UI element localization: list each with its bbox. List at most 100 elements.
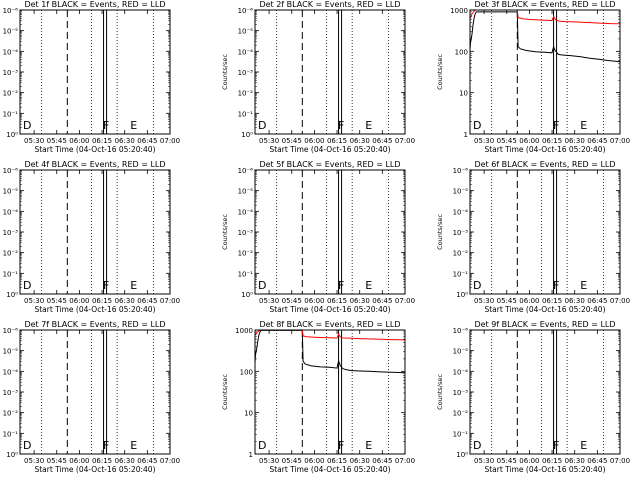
plot-frame bbox=[254, 9, 406, 135]
plot-frame bbox=[469, 329, 621, 455]
x-tick-label: 06:00 bbox=[69, 297, 89, 305]
y-axis-label: Counts/sec bbox=[221, 214, 229, 250]
x-axis-label: Start Time (04-Oct-16 05:20:40) bbox=[34, 145, 155, 154]
marker-label-d: D bbox=[258, 279, 266, 292]
y-tick-label: 10⁻⁵ bbox=[3, 348, 19, 356]
y-tick-label: 10⁻¹ bbox=[453, 270, 469, 278]
marker-label-f: F bbox=[338, 439, 344, 452]
marker-label-d: D bbox=[23, 279, 31, 292]
x-tick-label: 06:30 bbox=[115, 137, 135, 145]
y-tick-label: 10⁻³ bbox=[238, 229, 254, 237]
x-tick-label: 06:45 bbox=[137, 137, 157, 145]
y-tick-label: 10⁰ bbox=[241, 131, 253, 139]
x-tick-label: 05:30 bbox=[259, 457, 279, 465]
x-tick-label: 05:45 bbox=[282, 137, 302, 145]
x-axis-label: Start Time (04-Oct-16 05:20:40) bbox=[269, 305, 390, 314]
x-tick-label: 05:45 bbox=[282, 457, 302, 465]
y-tick-label: 10⁻¹ bbox=[238, 110, 254, 118]
marker-label-d: D bbox=[473, 279, 481, 292]
x-tick-label: 06:30 bbox=[565, 457, 585, 465]
x-tick-label: 06:30 bbox=[115, 457, 135, 465]
y-tick-label: 10⁻⁴ bbox=[238, 48, 254, 56]
x-tick-label: 06:45 bbox=[587, 137, 607, 145]
x-tick-label: 05:45 bbox=[47, 457, 67, 465]
x-tick-label: 05:30 bbox=[259, 137, 279, 145]
y-axis-label: Counts/sec bbox=[221, 374, 229, 410]
y-tick-label: 10⁻³ bbox=[238, 69, 254, 77]
marker-label-e: E bbox=[365, 279, 372, 292]
x-axis-label: Start Time (04-Oct-16 05:20:40) bbox=[269, 145, 390, 154]
marker-label-d: D bbox=[23, 439, 31, 452]
y-tick-label: 10⁻⁴ bbox=[238, 208, 254, 216]
plot-frame bbox=[254, 169, 406, 295]
marker-label-e: E bbox=[580, 279, 587, 292]
marker-label-d: D bbox=[23, 119, 31, 132]
x-tick-label: 07:00 bbox=[160, 297, 180, 305]
x-tick-label: 05:30 bbox=[474, 457, 494, 465]
x-tick-label: 05:30 bbox=[24, 137, 44, 145]
plot-frame bbox=[19, 9, 171, 135]
chart-panel: Det 8f BLACK = Events, RED = LLD Counts/s… bbox=[221, 320, 415, 474]
y-axis-label: Counts/sec bbox=[436, 214, 444, 250]
y-tick-label: 10⁻³ bbox=[3, 229, 19, 237]
series-line-events bbox=[254, 329, 406, 374]
x-tick-label: 05:45 bbox=[497, 137, 517, 145]
x-tick-label: 06:45 bbox=[137, 457, 157, 465]
y-tick-label: 10⁻² bbox=[3, 90, 19, 98]
x-tick-label: 06:30 bbox=[350, 137, 370, 145]
x-tick-label: 06:45 bbox=[372, 137, 392, 145]
x-tick-label: 06:00 bbox=[69, 457, 89, 465]
y-tick-label: 10⁻² bbox=[3, 250, 19, 258]
marker-label-d: D bbox=[258, 119, 266, 132]
y-tick-label: 10⁻³ bbox=[3, 69, 19, 77]
y-tick-label: 10⁻⁵ bbox=[238, 28, 254, 36]
marker-label-d: D bbox=[473, 439, 481, 452]
y-tick-label: 10⁰ bbox=[6, 131, 18, 139]
chart-panel: Det 9f BLACK = Events, RED = LLD Counts/s… bbox=[436, 320, 630, 474]
x-tick-label: 06:45 bbox=[372, 297, 392, 305]
x-tick-label: 06:15 bbox=[542, 137, 562, 145]
y-tick-label: 10⁻³ bbox=[453, 389, 469, 397]
x-tick-label: 05:30 bbox=[259, 297, 279, 305]
marker-label-d: D bbox=[258, 439, 266, 452]
x-tick-label: 06:45 bbox=[137, 297, 157, 305]
marker-label-f: F bbox=[338, 119, 344, 132]
y-axis-label: Counts/sec bbox=[436, 374, 444, 410]
panel-title: Det 8f BLACK = Events, RED = LLD bbox=[259, 320, 400, 329]
x-axis-label: Start Time (04-Oct-16 05:20:40) bbox=[34, 305, 155, 314]
panel-title: Det 2f BLACK = Events, RED = LLD bbox=[259, 0, 400, 9]
x-tick-label: 06:30 bbox=[565, 137, 585, 145]
panel-title: Det 4f BLACK = Events, RED = LLD bbox=[24, 160, 165, 169]
x-tick-label: 07:00 bbox=[395, 137, 415, 145]
marker-label-f: F bbox=[103, 279, 109, 292]
x-tick-label: 06:30 bbox=[115, 297, 135, 305]
y-axis-label: Counts/sec bbox=[436, 54, 444, 90]
panel-title: Det 3f BLACK = Events, RED = LLD bbox=[474, 0, 615, 9]
x-tick-label: 06:15 bbox=[542, 297, 562, 305]
marker-label-e: E bbox=[365, 439, 372, 452]
y-tick-label: 10⁰ bbox=[6, 451, 18, 459]
y-tick-label: 1000 bbox=[235, 327, 253, 335]
x-tick-label: 05:30 bbox=[24, 297, 44, 305]
panel-title: Det 7f BLACK = Events, RED = LLD bbox=[24, 320, 165, 329]
x-tick-label: 07:00 bbox=[610, 137, 630, 145]
y-tick-label: 1 bbox=[464, 131, 468, 139]
marker-label-e: E bbox=[130, 119, 137, 132]
panel-title: Det 9f BLACK = Events, RED = LLD bbox=[474, 320, 615, 329]
y-tick-label: 10⁻⁴ bbox=[3, 48, 19, 56]
y-tick-label: 10⁻⁵ bbox=[238, 188, 254, 196]
y-tick-label: 10⁻³ bbox=[3, 389, 19, 397]
x-tick-label: 06:00 bbox=[519, 297, 539, 305]
plot-frame bbox=[19, 329, 171, 455]
marker-label-f: F bbox=[553, 279, 559, 292]
x-tick-label: 05:45 bbox=[497, 297, 517, 305]
y-tick-label: 10⁻² bbox=[238, 90, 254, 98]
x-tick-label: 06:30 bbox=[565, 297, 585, 305]
series-line-events bbox=[469, 11, 621, 63]
marker-label-e: E bbox=[580, 439, 587, 452]
y-tick-label: 10⁻⁶ bbox=[453, 167, 469, 175]
x-tick-label: 05:30 bbox=[474, 137, 494, 145]
panel-title: Det 6f BLACK = Events, RED = LLD bbox=[474, 160, 615, 169]
marker-label-f: F bbox=[103, 119, 109, 132]
